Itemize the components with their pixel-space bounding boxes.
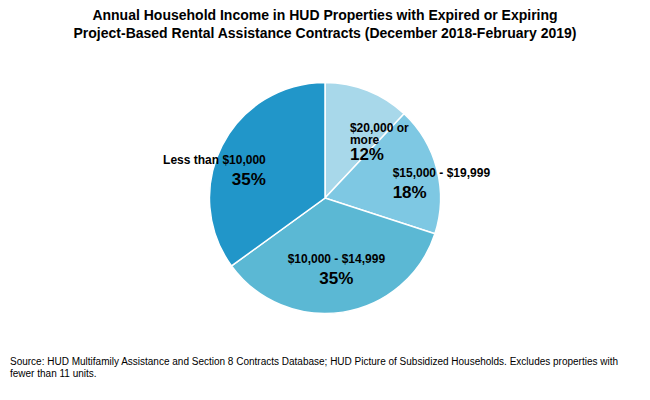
svg-text:35%: 35% xyxy=(319,269,353,288)
svg-text:$20,000 ormore: $20,000 ormore xyxy=(350,121,409,147)
svg-text:35%: 35% xyxy=(232,170,266,189)
html-text:Project-Based Rental Assistanc: Project-Based Rental Assistance Contract… xyxy=(73,25,577,41)
svg-text:$15,000 - $19,999: $15,000 - $19,999 xyxy=(393,166,491,180)
svg-text:12%: 12% xyxy=(350,145,384,164)
html-text:Source: HUD Multifamily Assist: Source: HUD Multifamily Assistance and S… xyxy=(10,356,619,379)
svg-text:18%: 18% xyxy=(393,183,427,202)
svg-text:$10,000 - $14,999: $10,000 - $14,999 xyxy=(288,252,386,266)
svg-text:Less than $10,000: Less than $10,000 xyxy=(163,153,266,167)
html-text:Annual Household Income in HUD: Annual Household Income in HUD Propertie… xyxy=(92,7,558,23)
